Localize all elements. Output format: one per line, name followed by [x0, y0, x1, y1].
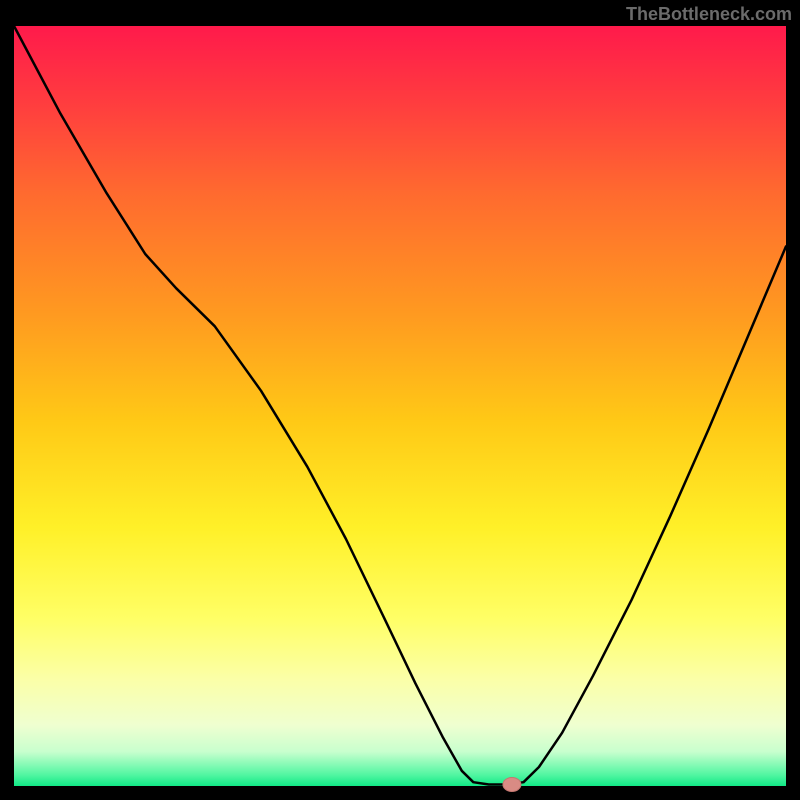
chart-container: TheBottleneck.com: [0, 0, 800, 800]
watermark-text: TheBottleneck.com: [626, 4, 792, 25]
bottleneck-chart: [0, 0, 800, 800]
optimum-marker: [503, 777, 521, 791]
chart-plot-area: [14, 26, 786, 786]
